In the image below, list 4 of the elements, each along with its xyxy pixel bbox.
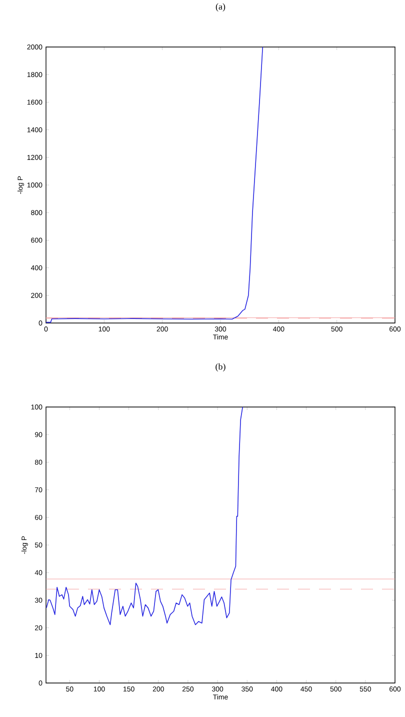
chart-title: (b) [216,363,226,372]
chart-title: (a) [216,3,226,12]
line-series [46,47,264,323]
line-series [46,407,244,626]
